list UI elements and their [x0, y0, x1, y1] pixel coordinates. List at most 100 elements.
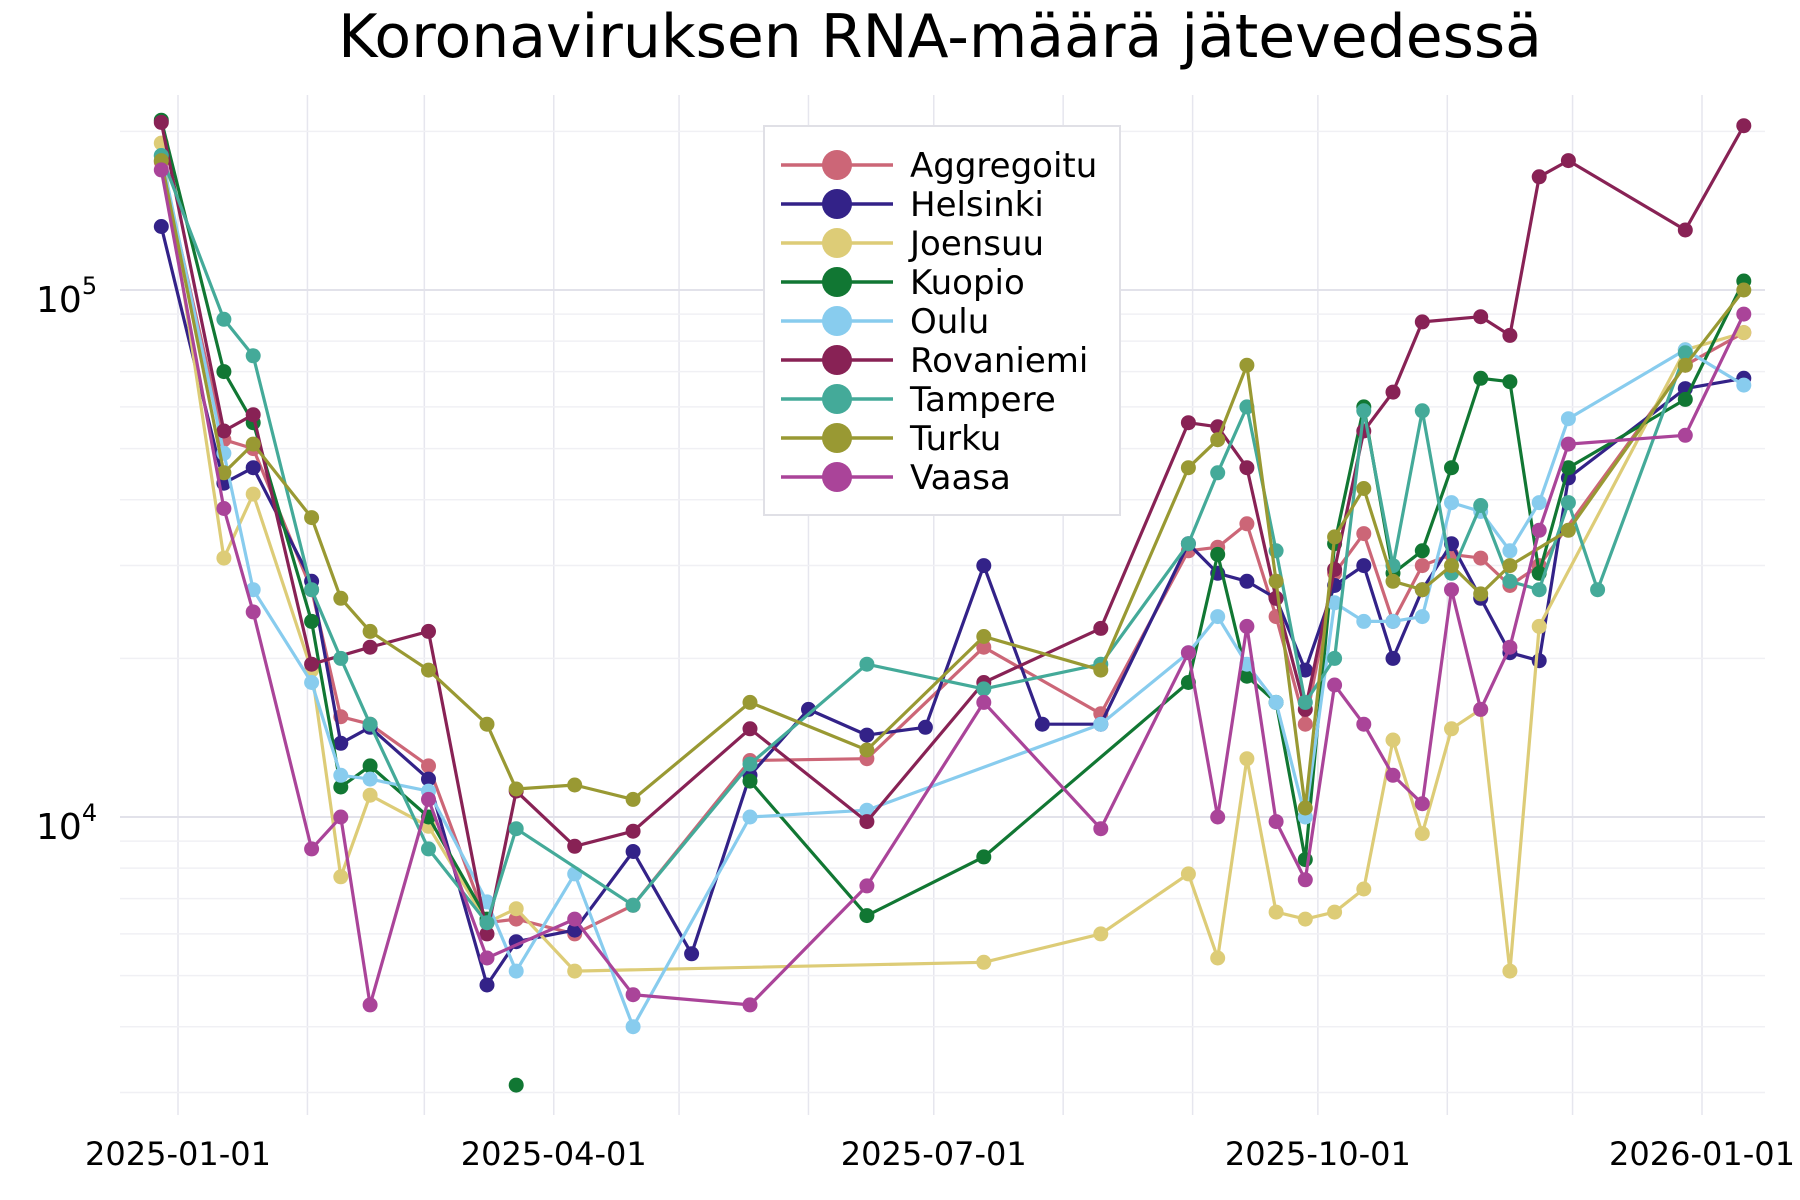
data-point: [625, 844, 641, 859]
legend-item-oulu[interactable]: Oulu: [781, 302, 989, 342]
data-point: [333, 735, 349, 751]
data-point: [1093, 716, 1109, 732]
legend-marker: [822, 384, 852, 414]
data-point: [1677, 427, 1693, 443]
data-point: [1414, 543, 1430, 559]
data-point: [333, 650, 349, 666]
data-point: [245, 436, 261, 452]
data-point: [1736, 282, 1752, 298]
data-point: [245, 348, 261, 364]
data-point: [976, 694, 992, 710]
data-point: [508, 1077, 524, 1093]
legend-label: Oulu: [910, 302, 989, 342]
data-point: [1502, 573, 1518, 589]
data-point: [1239, 668, 1255, 684]
data-point: [304, 841, 320, 857]
legend-label: Turku: [909, 419, 1001, 459]
data-point: [1531, 495, 1547, 511]
data-point: [216, 501, 232, 516]
series-line: [159, 119, 489, 920]
series-vaasa: [153, 162, 1752, 1013]
data-point: [508, 963, 524, 979]
data-point: [917, 719, 933, 735]
data-point: [1385, 573, 1401, 589]
data-point: [1677, 357, 1693, 373]
data-point: [859, 814, 875, 830]
data-point: [245, 460, 261, 476]
data-point: [1531, 522, 1547, 538]
data-point: [1736, 118, 1752, 134]
series-joensuu: [153, 135, 1752, 979]
data-point: [479, 716, 495, 732]
data-point: [742, 721, 758, 737]
data-point: [479, 977, 495, 993]
data-point: [801, 701, 816, 717]
data-point: [1444, 495, 1459, 511]
data-point: [742, 756, 758, 772]
data-point: [1414, 558, 1430, 574]
data-point: [421, 623, 436, 639]
data-point: [1239, 751, 1255, 767]
data-point: [859, 802, 875, 818]
data-point: [1268, 573, 1284, 589]
legend-item-aggregoitu[interactable]: Aggregoitu: [781, 146, 1097, 186]
data-point: [1268, 814, 1284, 830]
data-point: [976, 681, 992, 697]
data-point: [1560, 460, 1576, 476]
data-point: [1356, 881, 1372, 897]
data-point: [1297, 662, 1313, 678]
data-point: [1414, 403, 1430, 419]
data-point: [567, 963, 583, 979]
data-point: [362, 758, 378, 774]
legend-item-joensuu[interactable]: Joensuu: [781, 224, 1044, 264]
data-point: [1297, 800, 1313, 816]
data-point: [304, 613, 320, 629]
data-point: [1180, 866, 1196, 882]
data-point: [684, 946, 700, 962]
chart-title: Koronaviruksen RNA-määrä jätevedessä: [338, 2, 1542, 72]
data-point: [1180, 536, 1196, 552]
data-point: [1473, 701, 1489, 717]
data-point: [479, 915, 495, 931]
legend-item-vaasa[interactable]: Vaasa: [781, 458, 1011, 498]
data-point: [216, 550, 232, 566]
legend-item-rovaniemi[interactable]: Rovaniemi: [781, 341, 1088, 381]
data-point: [333, 767, 349, 783]
data-point: [1210, 609, 1226, 625]
data-point: [362, 639, 378, 655]
data-point: [1444, 721, 1459, 737]
data-point: [742, 997, 758, 1013]
y-axis-ticks: 104 105: [36, 272, 97, 848]
data-point: [153, 162, 169, 178]
legend-item-tampere[interactable]: Tampere: [781, 380, 1056, 420]
data-point: [1093, 926, 1109, 942]
data-point: [567, 777, 583, 793]
data-point: [1327, 650, 1343, 666]
data-point: [1736, 306, 1752, 322]
data-point: [1502, 639, 1518, 655]
data-point: [1473, 309, 1489, 325]
data-point: [362, 997, 378, 1013]
data-point: [1385, 384, 1401, 400]
data-point: [421, 758, 436, 774]
data-point: [333, 809, 349, 825]
data-point: [1034, 716, 1050, 732]
data-point: [1677, 222, 1693, 238]
data-point: [304, 675, 320, 690]
legend-item-helsinki[interactable]: Helsinki: [781, 185, 1044, 225]
legend-item-kuopio[interactable]: Kuopio: [781, 263, 1025, 303]
data-point: [333, 779, 349, 795]
data-point: [245, 486, 261, 502]
legend-item-turku[interactable]: Turku: [781, 419, 1001, 459]
data-point: [304, 656, 320, 672]
legend: AggregoituHelsinkiJoensuuKuopioOuluRovan…: [763, 125, 1121, 516]
data-point: [859, 727, 875, 743]
legend-marker: [822, 462, 852, 492]
data-point: [1239, 460, 1255, 476]
legend-label: Tampere: [909, 380, 1056, 420]
data-point: [1239, 357, 1255, 373]
y-tick-label: 105: [36, 272, 97, 321]
data-point: [1414, 609, 1430, 625]
data-point: [1590, 582, 1606, 598]
legend-label: Kuopio: [910, 263, 1025, 303]
